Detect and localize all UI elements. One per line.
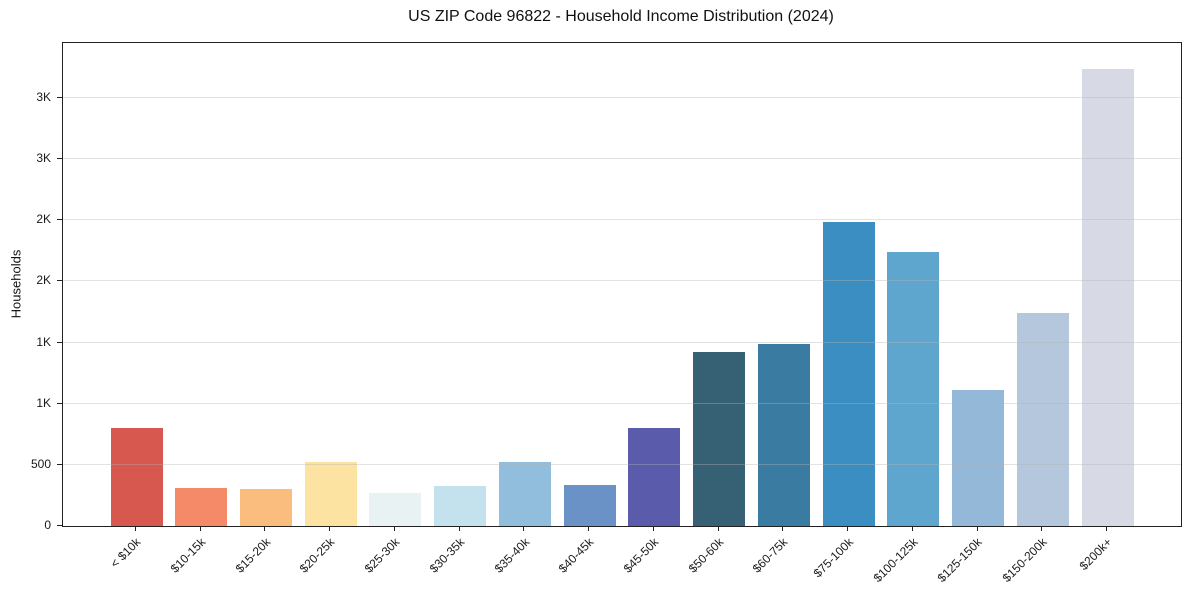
x-tick-mark — [135, 526, 136, 531]
bar-$30-35k — [434, 486, 487, 526]
bar-$75-100k — [822, 221, 875, 526]
x-tick-mark — [717, 526, 719, 531]
y-tick-mark — [57, 463, 62, 465]
bar-$15-20k — [239, 489, 292, 526]
gridline — [63, 341, 1181, 343]
y-tick-mark — [57, 525, 62, 526]
y-tick-label: 2K — [36, 273, 51, 288]
bar-$45-50k — [628, 427, 681, 526]
x-tick-mark — [393, 526, 395, 531]
bar-$60-75k — [757, 343, 810, 526]
y-tick-label: 2K — [36, 212, 51, 227]
x-tick-label: $30-35k — [426, 535, 468, 576]
x-tick-label: $25-30k — [361, 535, 403, 576]
bar-$40-45k — [563, 485, 616, 526]
x-tick-mark — [458, 526, 460, 531]
x-tick-mark — [652, 526, 654, 531]
bar-$35-40k — [498, 461, 551, 526]
bar-$10-15k — [175, 488, 228, 526]
y-axis: 0 500 1K 1K 2K 2K 3K 3K — [0, 42, 62, 532]
x-tick-label: $75-100k — [810, 535, 856, 581]
x-tick-label: $50-60k — [685, 535, 726, 576]
x-tick-label: $15-20k — [232, 535, 273, 576]
x-tick-label: $35-40k — [491, 535, 532, 576]
y-tick-mark — [57, 219, 62, 221]
x-tick-mark — [523, 526, 525, 531]
y-tick-label: 500 — [30, 456, 51, 471]
x-tick-mark — [1041, 526, 1043, 531]
y-tick-mark — [57, 97, 62, 99]
y-tick-label: 1K — [36, 334, 51, 349]
x-tick-mark — [911, 526, 913, 531]
bar-$200k+ — [1081, 68, 1134, 526]
bar-$125-150k — [952, 390, 1005, 526]
x-tick-label: $100-125k — [870, 535, 921, 586]
chart-title: US ZIP Code 96822 - Household Income Dis… — [408, 8, 834, 25]
x-tick-label: $60-75k — [750, 535, 791, 576]
gridline — [63, 158, 1181, 160]
x-tick-mark — [329, 526, 331, 531]
plot-area — [62, 42, 1182, 527]
x-tick-label: $40-45k — [555, 535, 597, 576]
y-tick-label: 3K — [36, 90, 51, 105]
x-tick-mark — [782, 526, 784, 531]
x-tick-label: $125-150k — [934, 535, 985, 586]
x-tick-label: $10-15k — [167, 535, 209, 576]
y-tick-mark — [57, 158, 62, 160]
y-tick-mark — [57, 280, 62, 282]
y-tick-label: 0 — [44, 518, 51, 532]
y-tick-mark — [57, 402, 62, 404]
bar-$25-30k — [369, 493, 422, 526]
gridline — [63, 97, 1181, 99]
x-tick-label: $200k+ — [1076, 535, 1115, 573]
gridline — [63, 219, 1181, 221]
x-tick-mark — [976, 526, 978, 531]
gridline — [63, 402, 1181, 404]
bar-$20-25k — [304, 462, 357, 526]
x-tick-label: < $10k — [107, 535, 144, 571]
gridline — [63, 463, 1181, 465]
y-tick-label: 1K — [36, 395, 51, 410]
x-tick-mark — [847, 526, 849, 531]
x-tick-mark — [1106, 526, 1107, 531]
x-tick-mark — [199, 526, 201, 531]
x-tick-label: $45-50k — [620, 535, 662, 576]
x-tick-label: $20-25k — [297, 535, 338, 576]
gridline — [63, 280, 1181, 282]
x-tick-label: $150-200k — [999, 535, 1050, 586]
bar-$100-125k — [887, 252, 940, 526]
x-tick-mark — [588, 526, 590, 531]
bar-$50-60k — [693, 352, 746, 526]
y-tick-label: 3K — [36, 151, 51, 166]
x-axis: < $10k $10-15k $15-20k $20-25k $25-30k $30-35… — [62, 526, 1180, 590]
y-tick-mark — [57, 341, 62, 343]
bar-$150-200k — [1016, 313, 1069, 526]
bar-< $10k — [110, 428, 163, 526]
x-tick-mark — [264, 526, 266, 531]
